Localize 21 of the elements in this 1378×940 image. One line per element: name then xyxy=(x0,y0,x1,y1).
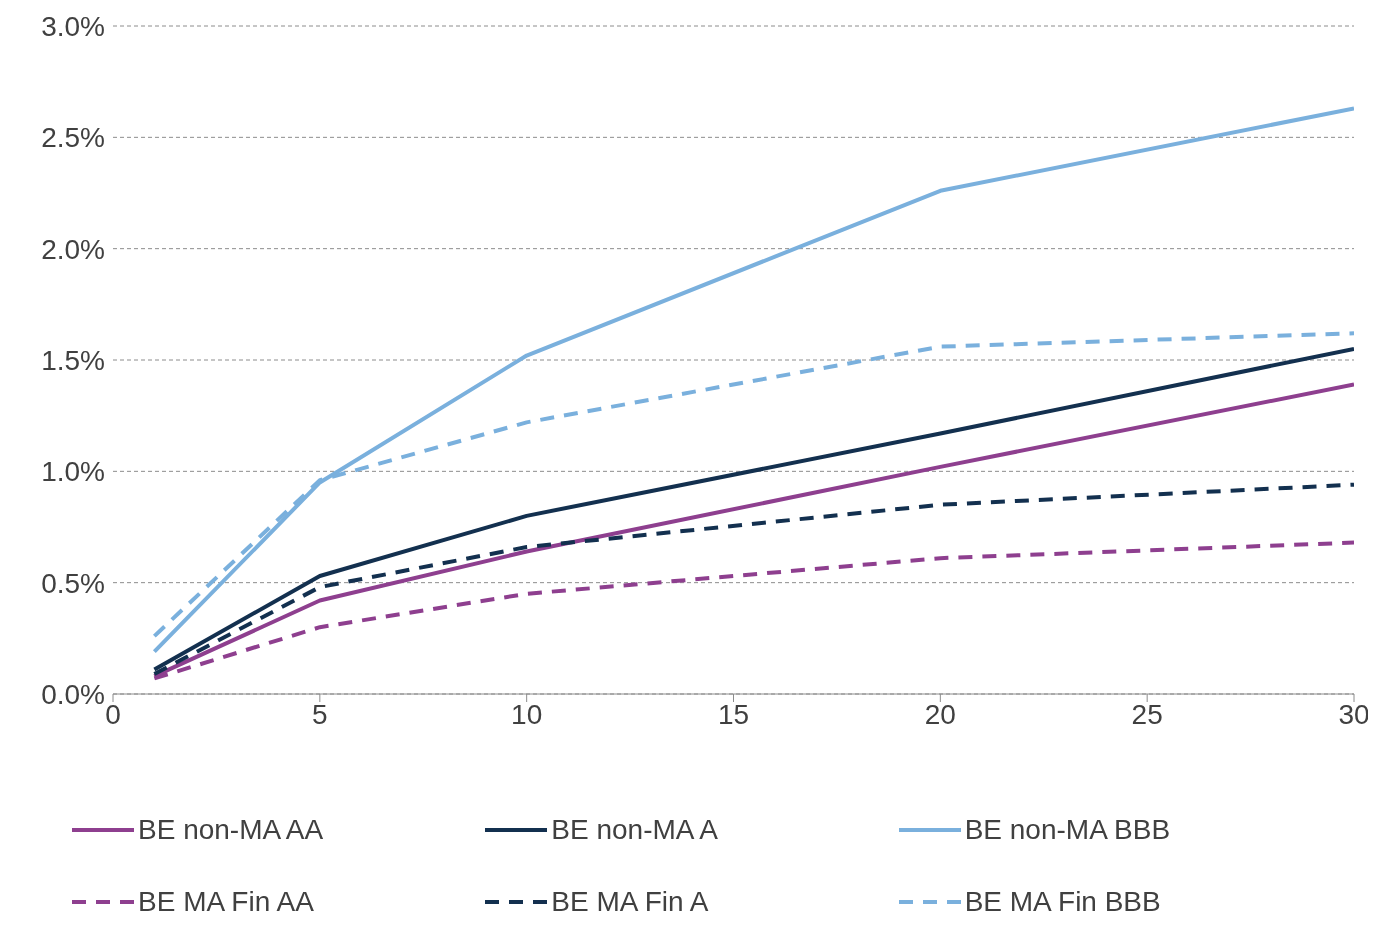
x-tick-label: 20 xyxy=(924,698,956,730)
y-tick-label: 3.0% xyxy=(41,10,105,42)
legend-label: BE non-MA A xyxy=(551,814,718,846)
legend-label: BE MA Fin AA xyxy=(138,886,314,918)
legend-label: BE MA Fin A xyxy=(551,886,709,918)
line-series xyxy=(152,106,1354,654)
x-tick-label: 0 xyxy=(105,698,121,730)
x-tick-label: 25 xyxy=(1131,698,1163,730)
x-tick-label: 30 xyxy=(1338,698,1370,730)
y-tick-label: 1.5% xyxy=(41,344,105,376)
y-tick-label: 0.5% xyxy=(41,567,105,599)
y-tick-label: 1.0% xyxy=(41,456,105,488)
x-tick-label: 5 xyxy=(312,698,328,730)
x-tick-label: 10 xyxy=(511,698,543,730)
y-tick-label: 2.0% xyxy=(41,233,105,265)
y-tick-label: 2.5% xyxy=(41,122,105,154)
legend-label: BE MA Fin BBB xyxy=(964,886,1161,918)
x-tick-label: 15 xyxy=(717,698,750,730)
legend-label: BE non-MA BBB xyxy=(964,814,1171,846)
y-tick-label: 0.0% xyxy=(41,678,105,710)
legend-label: BE non-MA AA xyxy=(138,814,324,846)
